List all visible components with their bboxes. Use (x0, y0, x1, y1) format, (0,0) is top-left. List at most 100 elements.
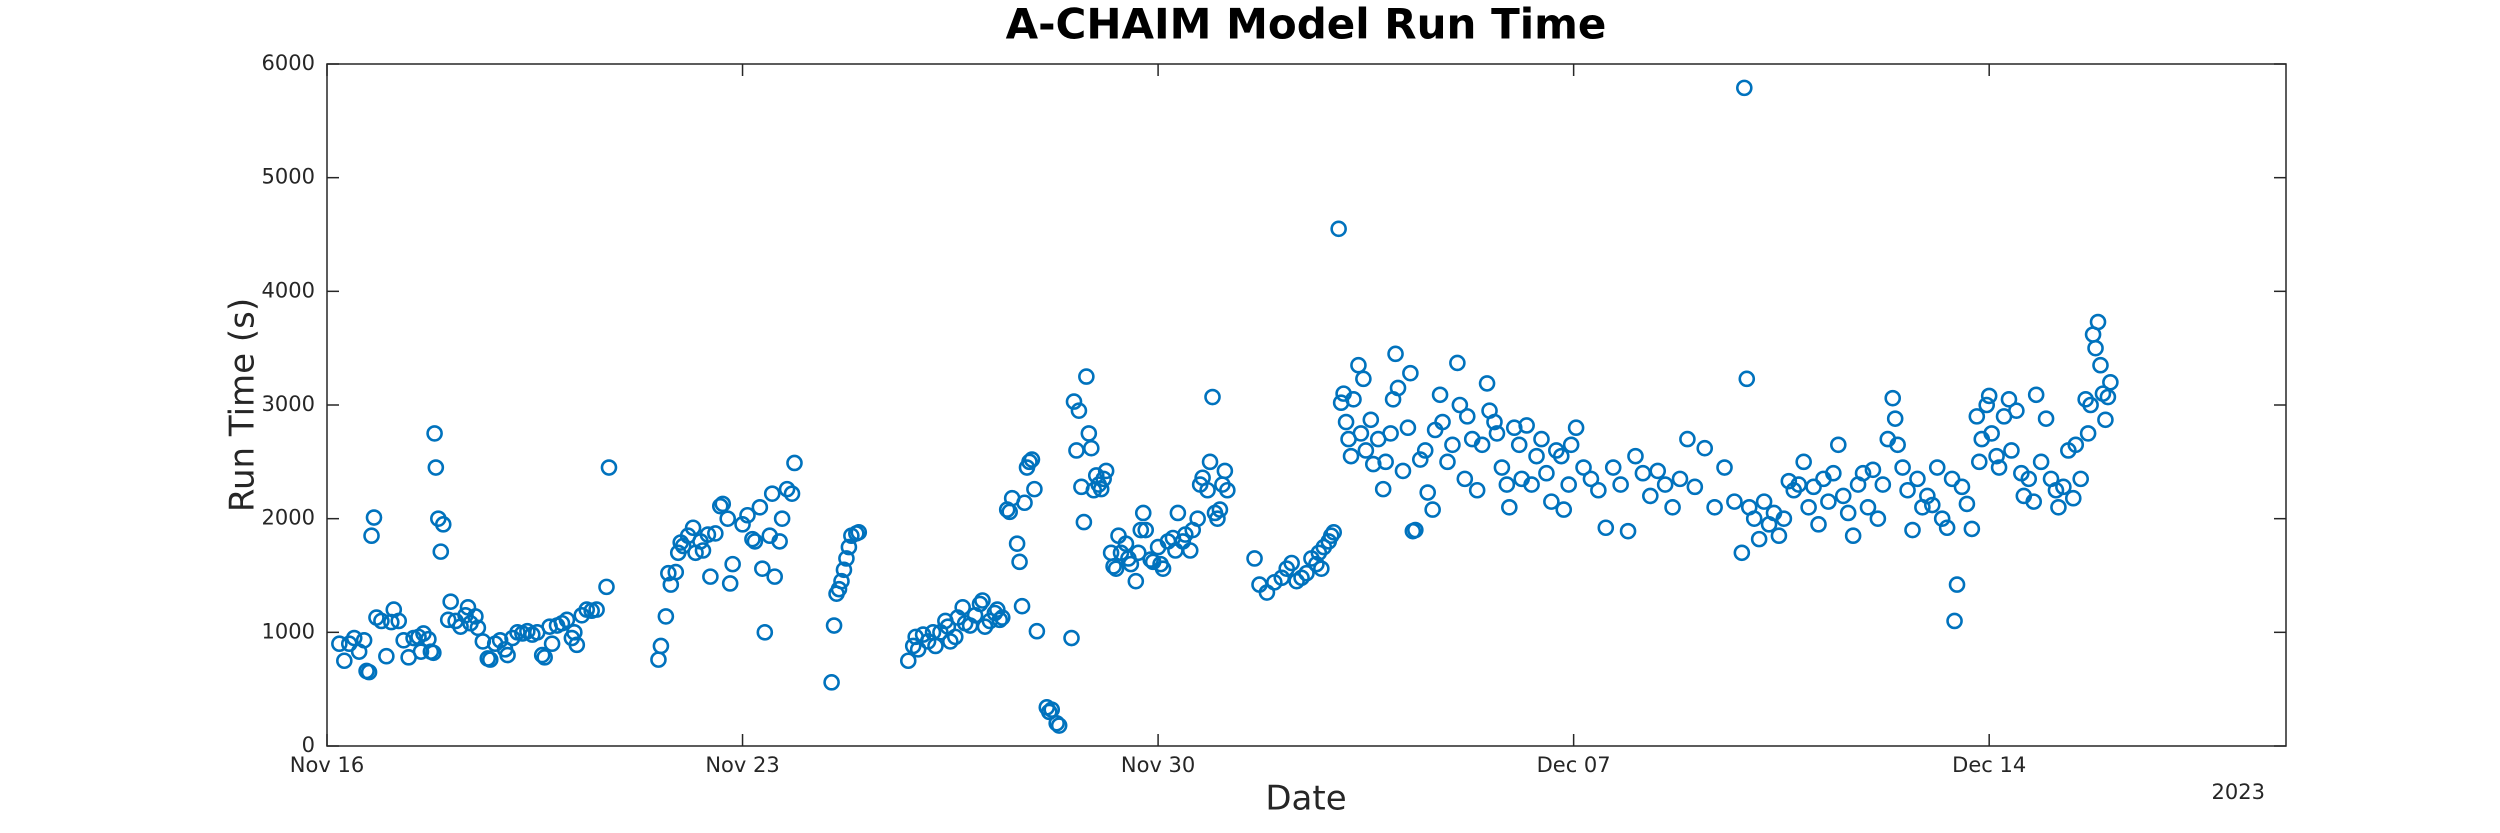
data-point (838, 550, 855, 567)
data-point (1829, 436, 1847, 454)
data-point (2025, 493, 2043, 510)
data-point (652, 637, 670, 655)
data-point (2032, 453, 2050, 471)
data-point (1919, 487, 1936, 505)
data-point (1928, 459, 1946, 476)
data-point (946, 628, 964, 646)
data-point (954, 599, 971, 616)
data-point (773, 510, 791, 527)
data-point (588, 601, 605, 618)
data-point (1011, 553, 1028, 571)
data-point (1424, 501, 1441, 518)
data-point (1355, 370, 1372, 388)
data-point (412, 643, 430, 660)
x-tick-label: Nov 23 (705, 753, 779, 777)
data-point (1649, 462, 1667, 480)
chart-title: A-CHAIM Model Run Time (1006, 0, 1607, 49)
y-tick-label: 3000 (262, 392, 315, 416)
data-point (1083, 439, 1100, 457)
data-point (1325, 524, 1343, 541)
data-point (1078, 368, 1095, 385)
data-point (783, 485, 801, 502)
data-point (1434, 413, 1451, 431)
data-point (598, 578, 615, 596)
data-point (1283, 554, 1300, 572)
data-point (1562, 436, 1580, 454)
data-point (1953, 478, 1971, 496)
data-point (1199, 481, 1216, 499)
data-point (1970, 453, 1988, 471)
data-point (1345, 391, 1362, 408)
data-point (1330, 220, 1347, 238)
data-point (1431, 386, 1449, 404)
data-point (1884, 389, 1902, 407)
data-point (1107, 560, 1125, 577)
data-point (1686, 478, 1704, 496)
data-point (734, 516, 751, 533)
data-point (1493, 459, 1511, 476)
data-point (1775, 510, 1793, 527)
data-point (1859, 498, 1877, 516)
data-point (1478, 375, 1496, 392)
data-point (1538, 464, 1555, 482)
data-point (751, 498, 769, 516)
data-point (1075, 513, 1093, 531)
data-point (2079, 425, 2097, 442)
data-point (2055, 478, 2072, 496)
data-point (1013, 597, 1031, 615)
data-point (1411, 451, 1429, 468)
data-point (991, 611, 1009, 629)
data-point (558, 611, 576, 629)
data-point (1473, 436, 1491, 454)
data-point (1946, 612, 1963, 630)
data-point (336, 652, 353, 670)
data-point (1958, 495, 1976, 513)
data-point (2027, 386, 2045, 404)
data-point (1374, 480, 1392, 498)
data-point (1407, 521, 1424, 539)
x-axis-label: Date (1265, 779, 1346, 819)
data-point (1696, 439, 1714, 457)
data-point (719, 510, 737, 527)
data-point (1095, 470, 1112, 488)
data-point (1486, 413, 1503, 431)
data-point (835, 561, 853, 579)
y-tick-label: 2000 (262, 506, 315, 530)
data-point (1026, 480, 1043, 498)
data-point (1016, 494, 1033, 512)
data-point (1745, 510, 1763, 527)
data-point (1313, 560, 1330, 577)
data-point (1439, 453, 1456, 471)
data-point (434, 516, 452, 533)
data-point (1889, 436, 1906, 454)
data-point (746, 533, 764, 550)
data-point (830, 580, 848, 598)
data-point (1127, 572, 1145, 590)
x-secondary-label: 2023 (2212, 780, 2265, 804)
data-point (1899, 481, 1916, 499)
data-point (974, 592, 991, 609)
data-point (1308, 555, 1325, 573)
x-tick-label: Nov 30 (1121, 753, 1195, 777)
data-point (355, 631, 373, 649)
data-point (1063, 629, 1080, 647)
data-point (1874, 476, 1892, 493)
data-point (1780, 472, 1798, 490)
data-point (360, 663, 378, 681)
data-point (1451, 396, 1469, 414)
data-point (2003, 442, 2020, 459)
y-tick-label: 4000 (262, 278, 315, 302)
data-point (442, 593, 459, 610)
data-point (543, 635, 561, 653)
data-point (909, 641, 927, 658)
data-point (993, 609, 1011, 626)
y-tick-label: 6000 (262, 51, 315, 75)
data-point (823, 674, 840, 691)
data-point (1904, 521, 1921, 539)
data-point (1864, 461, 1882, 479)
data-point (1869, 510, 1887, 527)
data-point (499, 646, 516, 664)
data-point (1770, 527, 1788, 545)
data-point (365, 509, 383, 526)
